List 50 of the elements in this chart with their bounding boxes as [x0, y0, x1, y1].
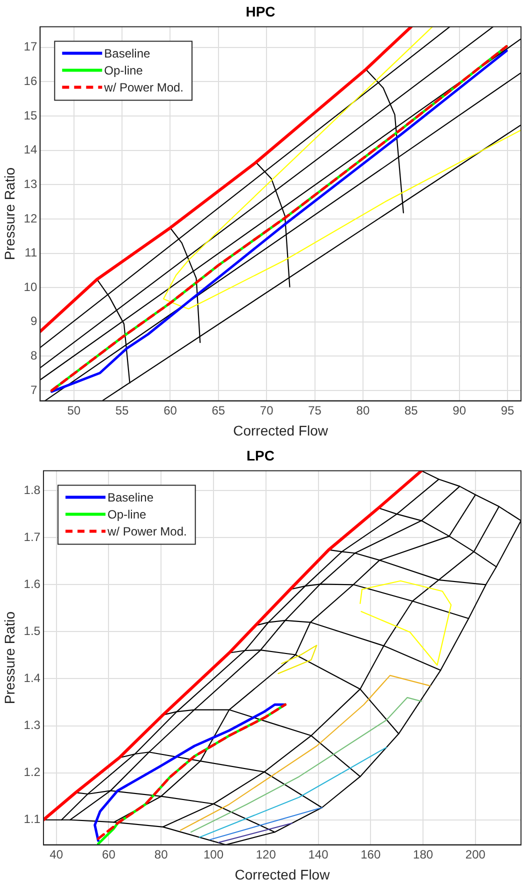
y-tick-label: 13	[24, 176, 38, 191]
x-tick-label: 85	[404, 403, 418, 418]
x-tick-label: 120	[256, 847, 276, 862]
x-tick-label: 95	[500, 403, 515, 418]
y-tick-label: 14	[24, 142, 38, 157]
x-tick-label: 55	[115, 403, 130, 418]
legend-label: Baseline	[104, 46, 151, 61]
x-tick-label: 80	[356, 403, 370, 418]
x-tick-label: 50	[67, 403, 81, 418]
y-tick-label: 7	[30, 382, 38, 397]
x-tick-label: 140	[308, 847, 329, 862]
chart-title: HPC	[246, 3, 276, 20]
x-axis-title: Corrected Flow	[234, 866, 331, 882]
y-axis-title: Pressure Ratio	[1, 611, 18, 704]
legend-label: w/ Power Mod.	[106, 524, 187, 539]
x-tick-label: 40	[50, 847, 64, 862]
y-tick-label: 1.6	[24, 576, 41, 591]
y-tick-label: 1.5	[24, 624, 41, 638]
y-tick-label: 1.2	[24, 765, 41, 780]
y-tick-label: 1.8	[24, 482, 41, 497]
x-axis-title: Corrected Flow	[233, 422, 329, 438]
y-tick-label: 10	[24, 280, 38, 294]
legend-label: w/ Power Mod.	[103, 80, 184, 95]
x-tick-label: 160	[360, 847, 381, 862]
x-tick-label: 100	[203, 847, 224, 862]
y-tick-label: 8	[30, 348, 38, 363]
x-tick-label: 60	[164, 403, 178, 418]
y-tick-label: 11	[24, 246, 38, 260]
y-tick-label: 1.7	[24, 530, 41, 544]
y-tick-label: 1.4	[24, 671, 41, 686]
y-tick-label: 16	[24, 74, 38, 88]
legend-label: Op-line	[104, 64, 144, 78]
y-tick-label: 1.1	[24, 812, 41, 826]
y-tick-label: 9	[30, 314, 38, 328]
x-tick-label: 90	[452, 403, 466, 418]
x-tick-label: 60	[102, 847, 116, 862]
y-tick-label: 1.3	[24, 718, 41, 732]
x-tick-label: 200	[465, 847, 486, 862]
x-tick-label: 65	[212, 403, 226, 418]
x-tick-label: 75	[308, 403, 322, 418]
y-axis-title: Pressure Ratio	[1, 167, 18, 260]
legend-label: Baseline	[107, 490, 154, 505]
legend-label: Op-line	[107, 508, 146, 522]
chart-title: LPC	[246, 447, 274, 464]
y-tick-label: 17	[24, 40, 38, 54]
x-tick-label: 80	[154, 847, 168, 862]
y-tick-label: 12	[24, 211, 38, 226]
x-tick-label: 70	[260, 403, 274, 418]
y-tick-label: 15	[24, 108, 38, 122]
x-tick-label: 180	[413, 847, 434, 862]
